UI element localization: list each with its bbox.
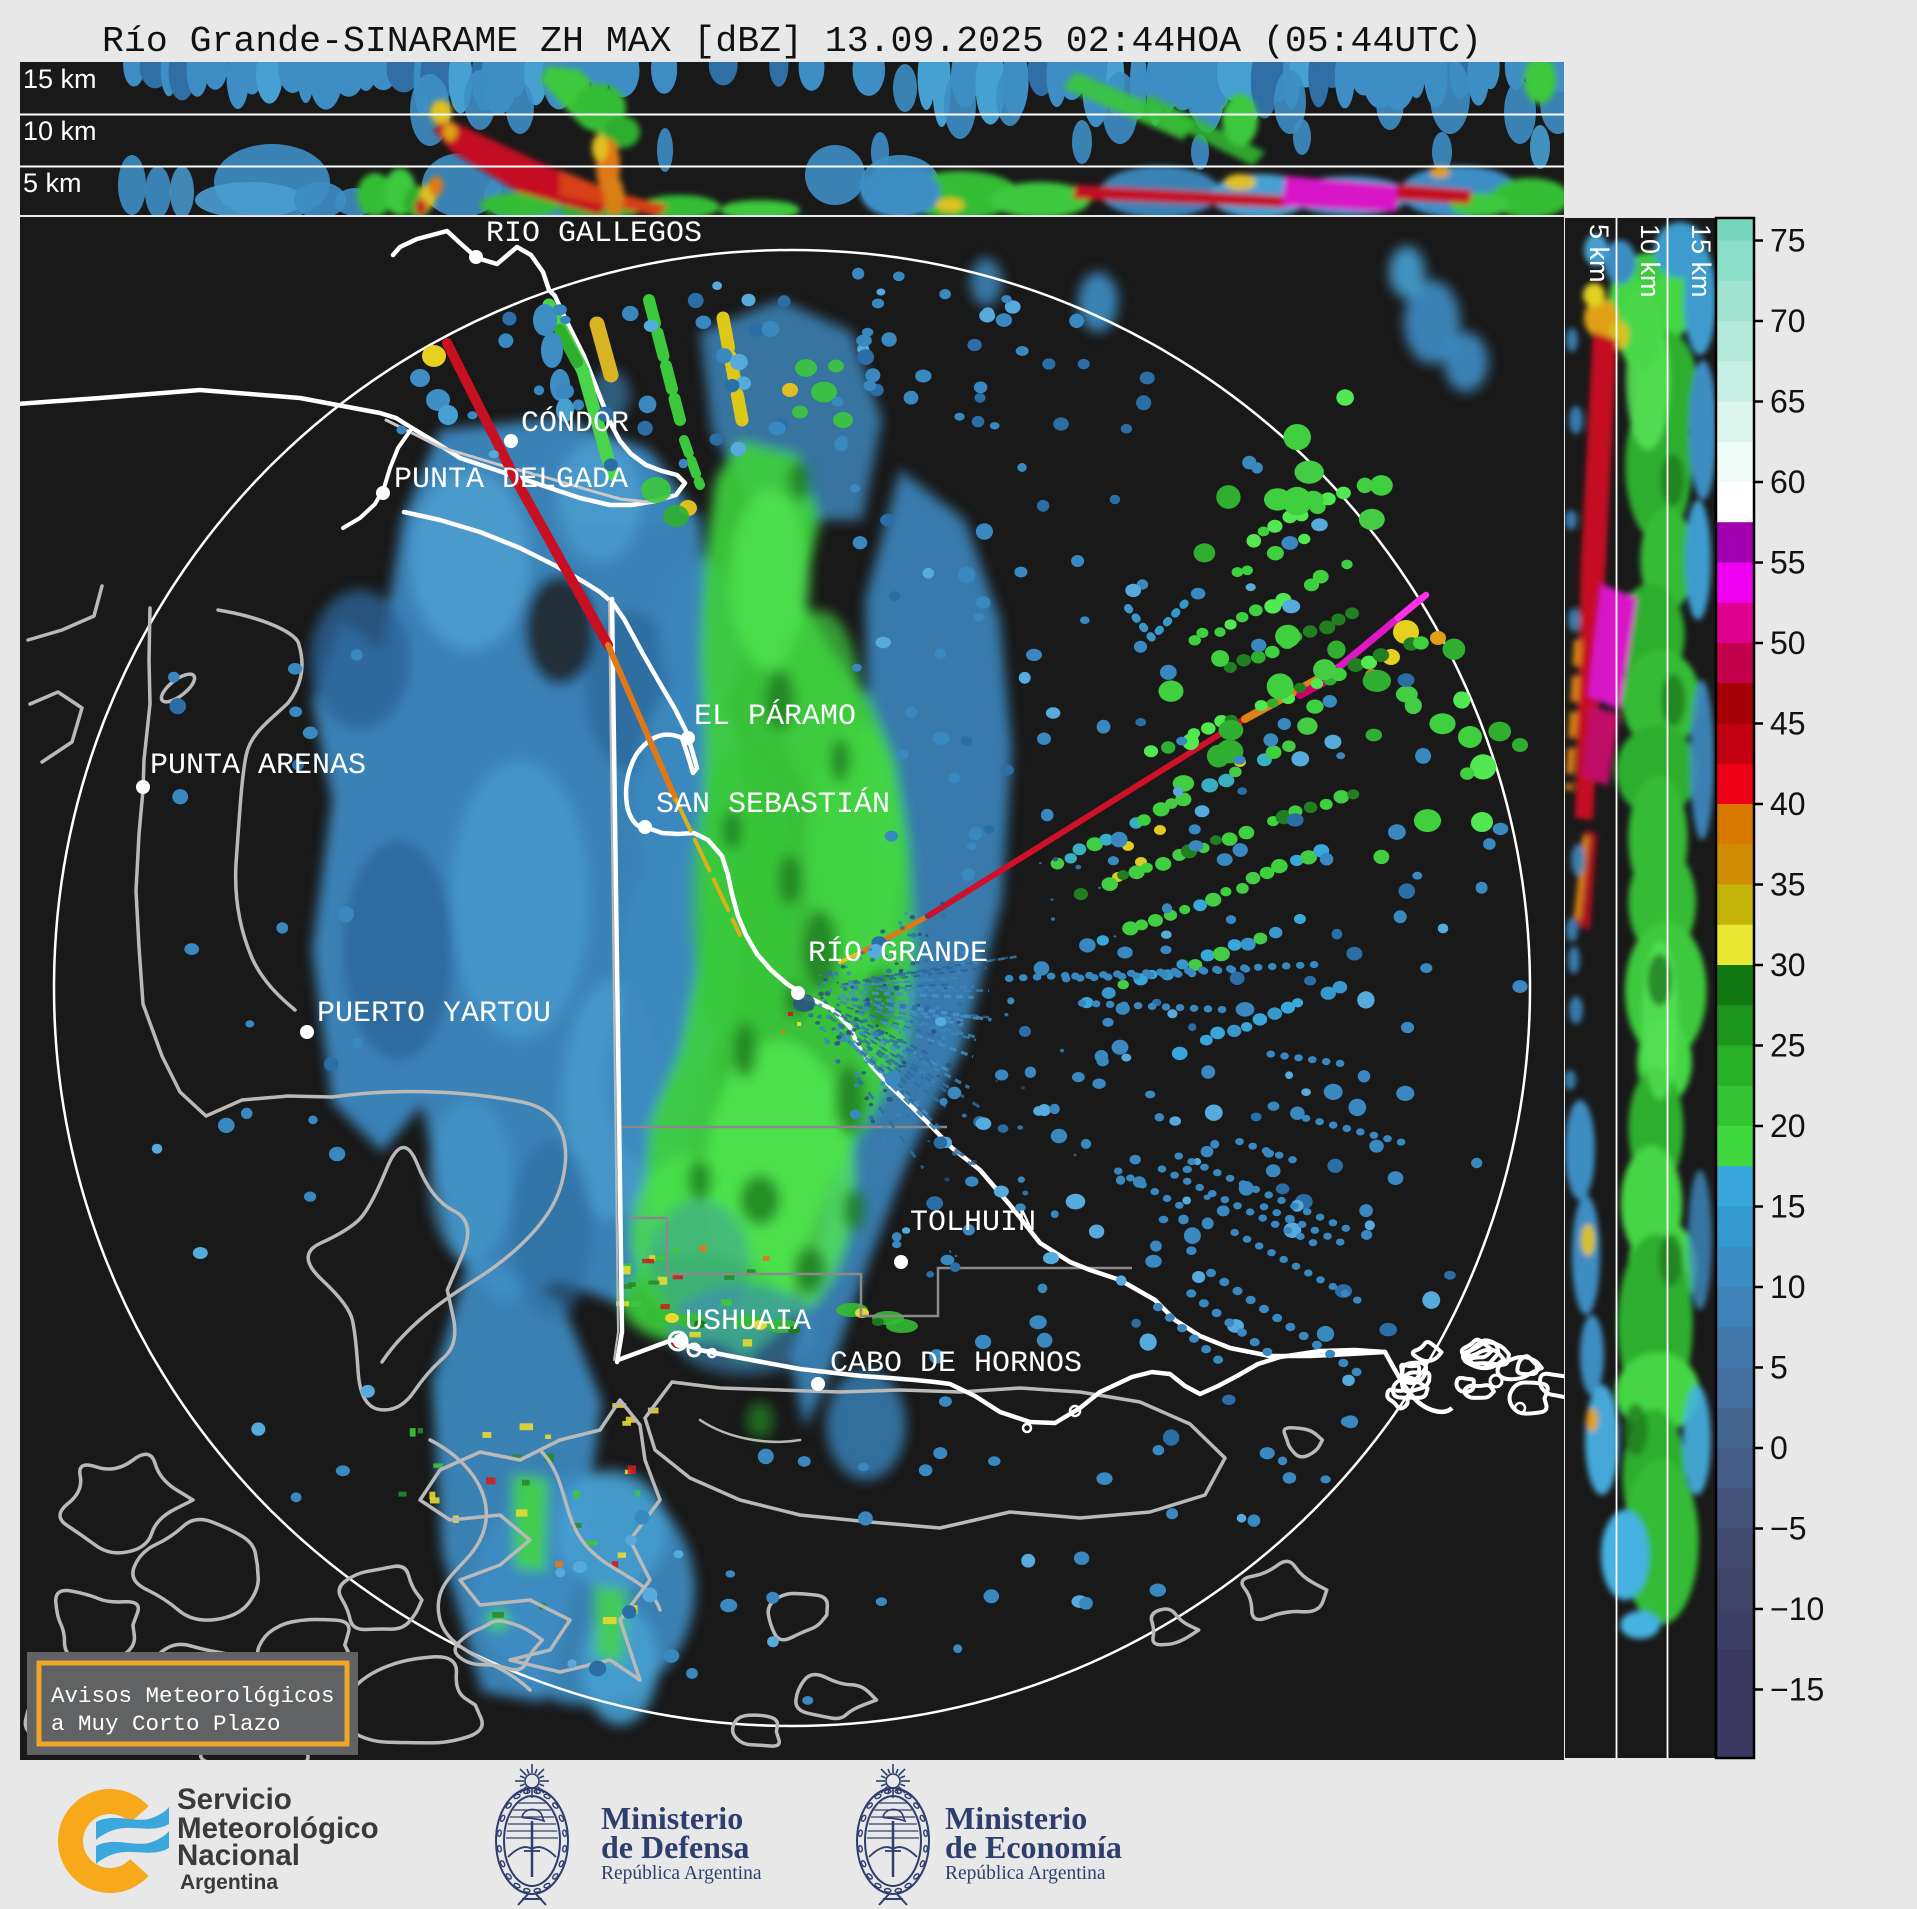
svg-text:Nacional: Nacional <box>177 1839 300 1872</box>
svg-text:50: 50 <box>1770 625 1806 661</box>
svg-text:PUNTA ARENAS: PUNTA ARENAS <box>150 749 366 783</box>
svg-text:SAN SEBASTIÁN: SAN SEBASTIÁN <box>656 787 890 822</box>
svg-text:5 km: 5 km <box>23 168 82 198</box>
svg-text:−15: −15 <box>1770 1672 1824 1708</box>
svg-text:Meteorológico: Meteorológico <box>177 1812 379 1845</box>
svg-text:PUNTA DELGADA: PUNTA DELGADA <box>394 463 628 497</box>
svg-text:5: 5 <box>1770 1350 1788 1386</box>
svg-text:Argentina: Argentina <box>180 1871 278 1894</box>
svg-text:15 km: 15 km <box>23 64 97 94</box>
svg-text:Río Grande-SINARAME ZH MAX [dB: Río Grande-SINARAME ZH MAX [dBZ] 13.09.2… <box>102 21 1482 62</box>
svg-text:de Economía: de Economía <box>945 1829 1122 1865</box>
svg-text:Avisos Meteorológicos: Avisos Meteorológicos <box>51 1683 335 1709</box>
svg-text:RÍO GRANDE: RÍO GRANDE <box>808 936 988 971</box>
svg-text:30: 30 <box>1770 947 1806 983</box>
svg-text:35: 35 <box>1770 867 1806 903</box>
svg-text:−10: −10 <box>1770 1591 1824 1627</box>
svg-text:Ministerio: Ministerio <box>945 1800 1087 1836</box>
svg-text:10 km: 10 km <box>23 116 97 146</box>
svg-text:0: 0 <box>1770 1430 1788 1466</box>
svg-text:TOLHUIN: TOLHUIN <box>910 1206 1036 1240</box>
svg-text:60: 60 <box>1770 464 1806 500</box>
svg-text:a Muy Corto Plazo: a Muy Corto Plazo <box>51 1711 281 1737</box>
svg-text:USHUAIA: USHUAIA <box>685 1305 811 1339</box>
svg-text:EL PÁRAMO: EL PÁRAMO <box>694 699 856 734</box>
svg-text:5 km: 5 km <box>1584 224 1614 283</box>
svg-text:75: 75 <box>1770 223 1806 259</box>
svg-text:República Argentina: República Argentina <box>601 1863 762 1884</box>
svg-text:Ministerio: Ministerio <box>601 1800 743 1836</box>
svg-text:RIO GALLEGOS: RIO GALLEGOS <box>486 217 702 251</box>
svg-text:−5: −5 <box>1770 1511 1806 1547</box>
svg-text:65: 65 <box>1770 384 1806 420</box>
svg-text:15 km: 15 km <box>1686 224 1716 298</box>
svg-text:15: 15 <box>1770 1189 1806 1225</box>
svg-text:CABO DE HORNOS: CABO DE HORNOS <box>830 1347 1082 1381</box>
svg-text:20: 20 <box>1770 1108 1806 1144</box>
svg-text:CÓNDOR: CÓNDOR <box>521 406 629 441</box>
svg-text:25: 25 <box>1770 1028 1806 1064</box>
svg-text:45: 45 <box>1770 706 1806 742</box>
svg-text:PUERTO YARTOU: PUERTO YARTOU <box>317 997 551 1031</box>
svg-text:Servicio: Servicio <box>177 1783 292 1816</box>
svg-text:10: 10 <box>1770 1269 1806 1305</box>
svg-text:70: 70 <box>1770 303 1806 339</box>
svg-text:de Defensa: de Defensa <box>601 1829 749 1865</box>
svg-text:55: 55 <box>1770 545 1806 581</box>
svg-text:República Argentina: República Argentina <box>945 1863 1106 1884</box>
svg-text:10 km: 10 km <box>1635 224 1665 298</box>
svg-text:40: 40 <box>1770 786 1806 822</box>
